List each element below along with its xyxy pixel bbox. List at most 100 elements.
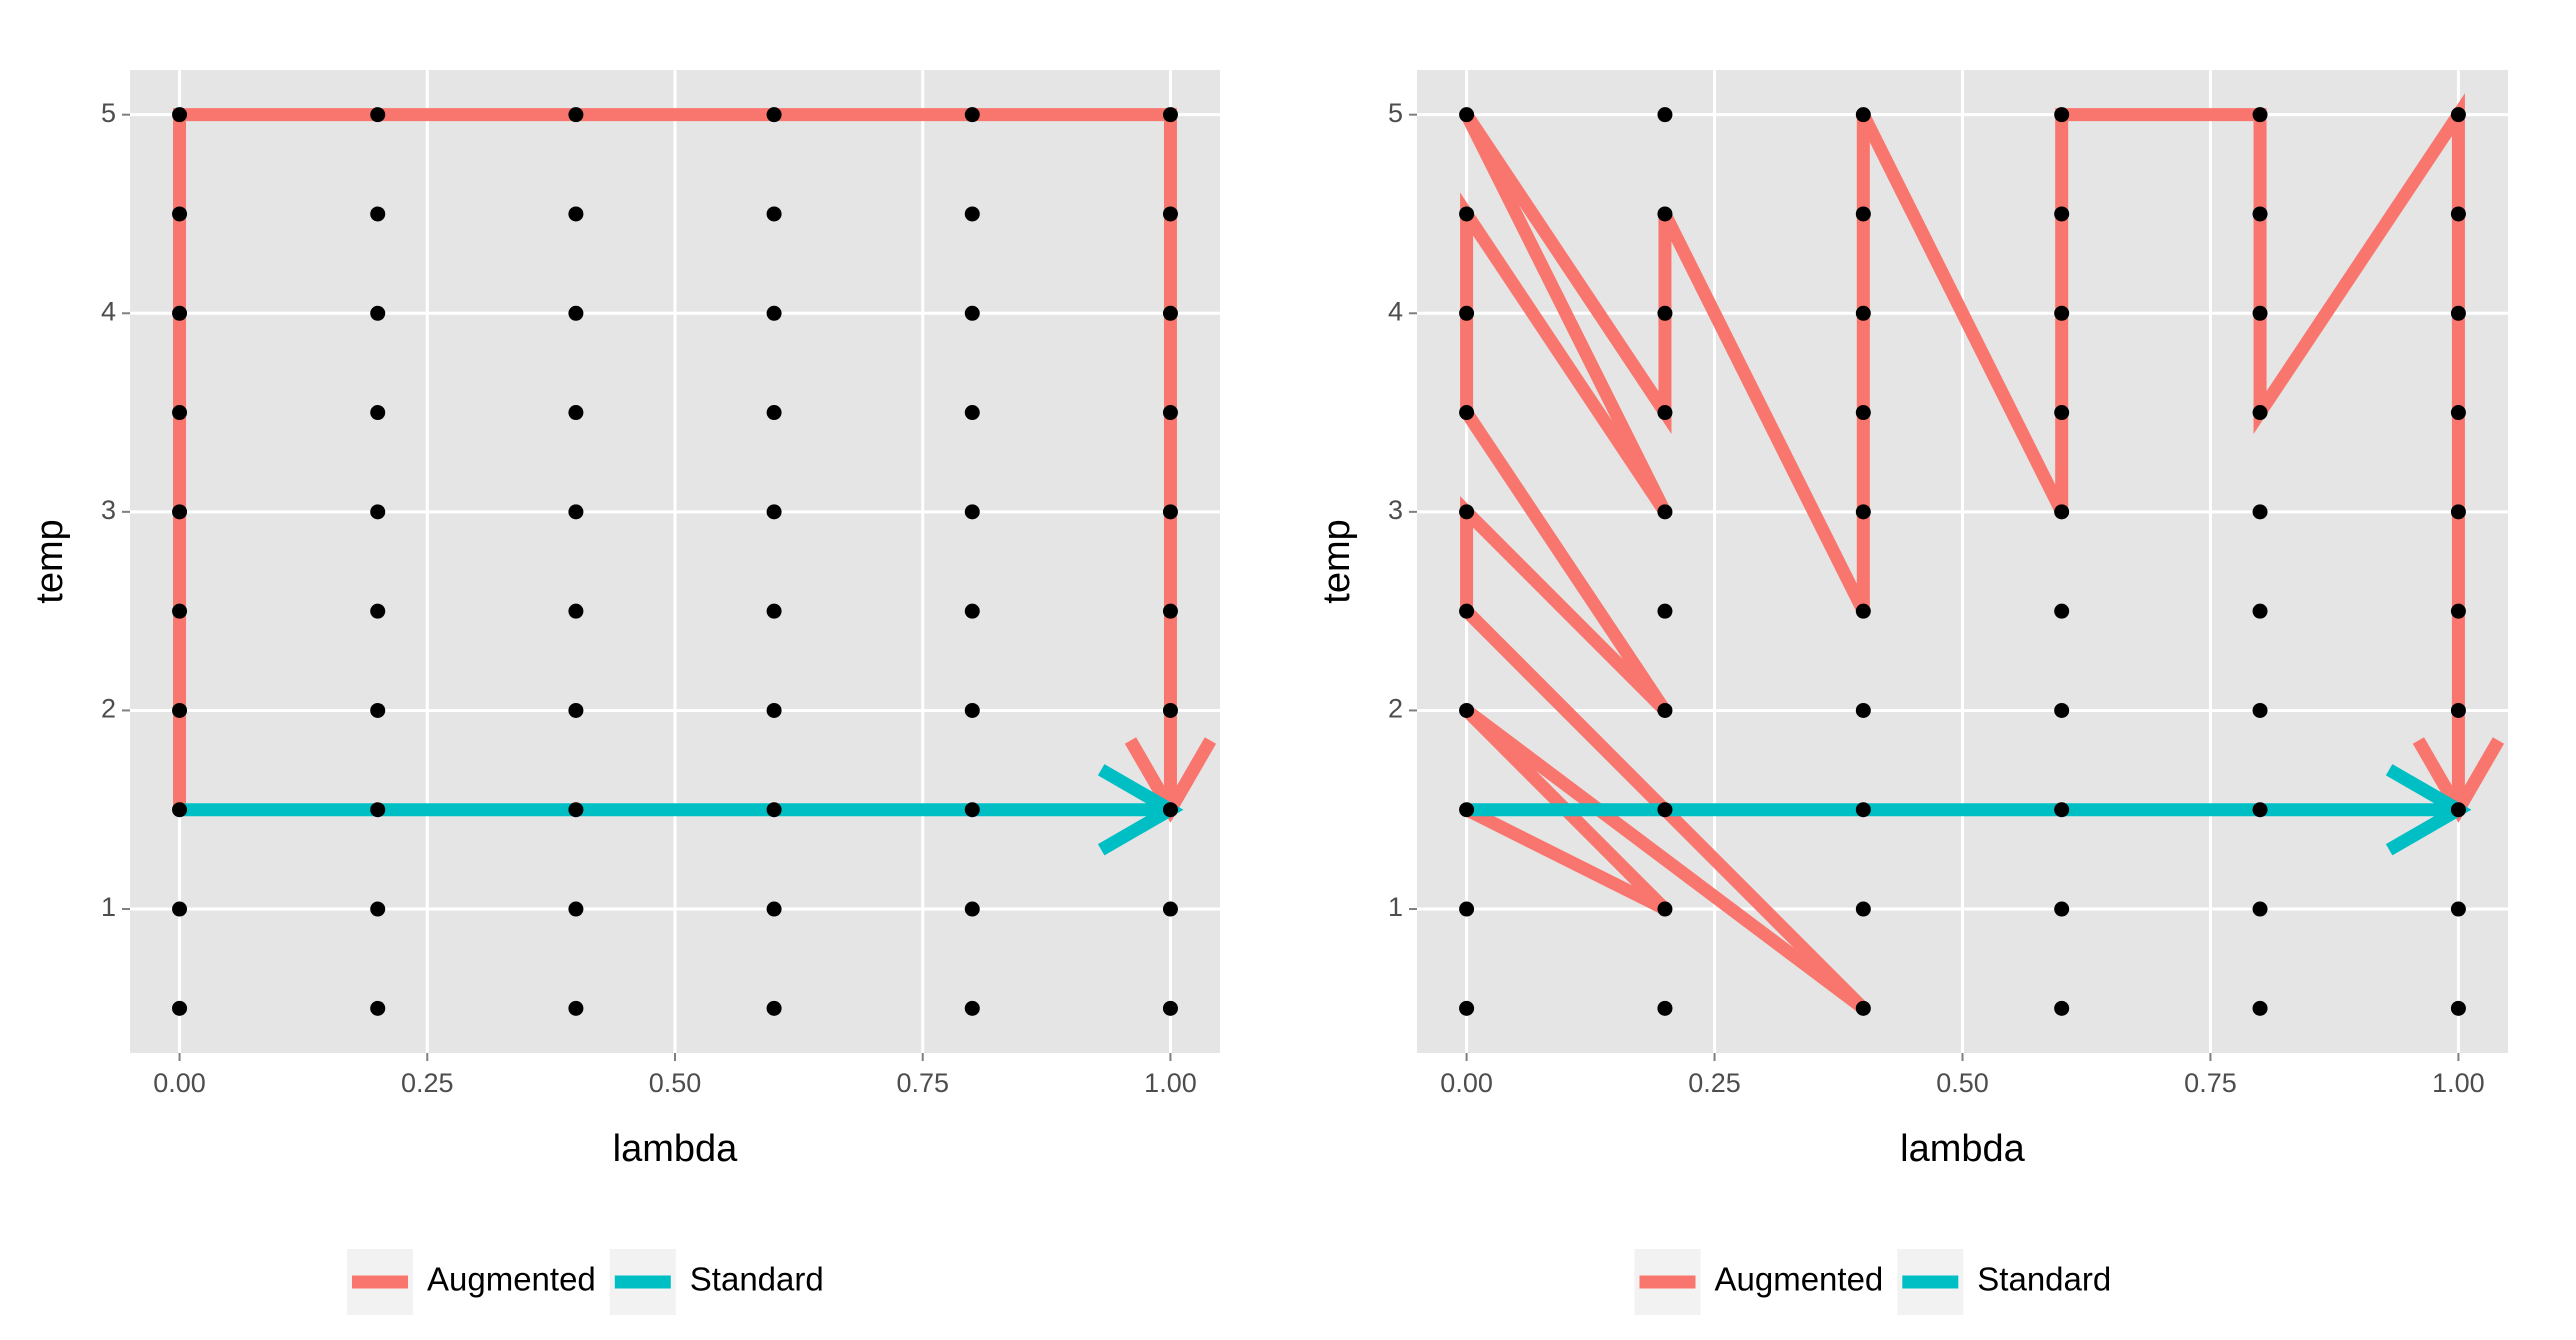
point (2450, 901, 2466, 917)
point (172, 1000, 188, 1016)
point (370, 504, 386, 520)
y-tick-label: 5 (1388, 98, 1403, 128)
point (172, 405, 188, 421)
point (172, 901, 188, 917)
point (2450, 504, 2466, 520)
point (2252, 901, 2268, 917)
point (2252, 702, 2268, 718)
point (2252, 1000, 2268, 1016)
point (568, 206, 584, 222)
point (568, 901, 584, 917)
point (1459, 305, 1475, 321)
point (1459, 702, 1475, 718)
point (1855, 206, 1871, 222)
point (1855, 1000, 1871, 1016)
point (2252, 802, 2268, 818)
point (766, 1000, 782, 1016)
x-axis-title: lambda (1900, 1128, 2025, 1170)
point (1162, 305, 1178, 321)
y-tick-label: 1 (101, 892, 116, 922)
point (1855, 802, 1871, 818)
point (766, 405, 782, 421)
x-tick-label: 0.75 (896, 1068, 949, 1098)
legend-label: Augmented (427, 1261, 596, 1298)
point (568, 504, 584, 520)
point (1162, 603, 1178, 619)
point (1855, 702, 1871, 718)
point (1657, 107, 1673, 123)
point (1657, 603, 1673, 619)
point (2054, 901, 2070, 917)
point (2252, 603, 2268, 619)
x-tick-label: 0.25 (401, 1068, 454, 1098)
point (2450, 1000, 2466, 1016)
point (2252, 504, 2268, 520)
y-tick-label: 2 (101, 694, 116, 724)
point (568, 802, 584, 818)
point (766, 107, 782, 123)
x-tick-label: 0.00 (153, 1068, 206, 1098)
point (1855, 405, 1871, 421)
point (2054, 107, 2070, 123)
point (766, 305, 782, 321)
point (1657, 504, 1673, 520)
point (1459, 1000, 1475, 1016)
x-tick-label: 0.00 (1440, 1068, 1493, 1098)
point (1855, 107, 1871, 123)
point (2054, 206, 2070, 222)
point (1459, 107, 1475, 123)
point (1459, 901, 1475, 917)
point (766, 206, 782, 222)
x-tick-label: 0.75 (2184, 1068, 2237, 1098)
point (964, 405, 980, 421)
point (568, 1000, 584, 1016)
x-tick-label: 0.50 (1936, 1068, 1989, 1098)
y-tick-label: 4 (101, 296, 116, 326)
point (1657, 1000, 1673, 1016)
line (173, 108, 1177, 810)
point (1657, 405, 1673, 421)
point (964, 206, 980, 222)
point (1855, 305, 1871, 321)
point (1162, 206, 1178, 222)
y-tick-label: 3 (1388, 495, 1403, 525)
y-tick-label: 2 (1388, 694, 1403, 724)
point (172, 107, 188, 123)
point (964, 702, 980, 718)
y-tick-label: 3 (101, 495, 116, 525)
x-tick-label: 0.25 (1688, 1068, 1741, 1098)
point (2054, 305, 2070, 321)
point (370, 405, 386, 421)
point (370, 603, 386, 619)
x-axis-title: lambda (613, 1128, 738, 1170)
point (568, 107, 584, 123)
point (370, 802, 386, 818)
point (2252, 206, 2268, 222)
point (1657, 702, 1673, 718)
point (2450, 107, 2466, 123)
point (2450, 206, 2466, 222)
point (1855, 901, 1871, 917)
point (964, 107, 980, 123)
point (1657, 305, 1673, 321)
point (1459, 802, 1475, 818)
point (568, 405, 584, 421)
point (1162, 802, 1178, 818)
point (2252, 305, 2268, 321)
point (1459, 504, 1475, 520)
x-tick-label: 1.00 (2432, 1068, 2485, 1098)
legend-label: Standard (690, 1261, 824, 1298)
point (2054, 1000, 2070, 1016)
y-tick-label: 5 (101, 98, 116, 128)
point (964, 305, 980, 321)
point (1162, 504, 1178, 520)
x-tick-label: 1.00 (1144, 1068, 1197, 1098)
point (172, 802, 188, 818)
y-tick-label: 4 (1388, 296, 1403, 326)
point (172, 603, 188, 619)
point (568, 305, 584, 321)
point (1855, 603, 1871, 619)
point (2450, 603, 2466, 619)
point (2252, 107, 2268, 123)
